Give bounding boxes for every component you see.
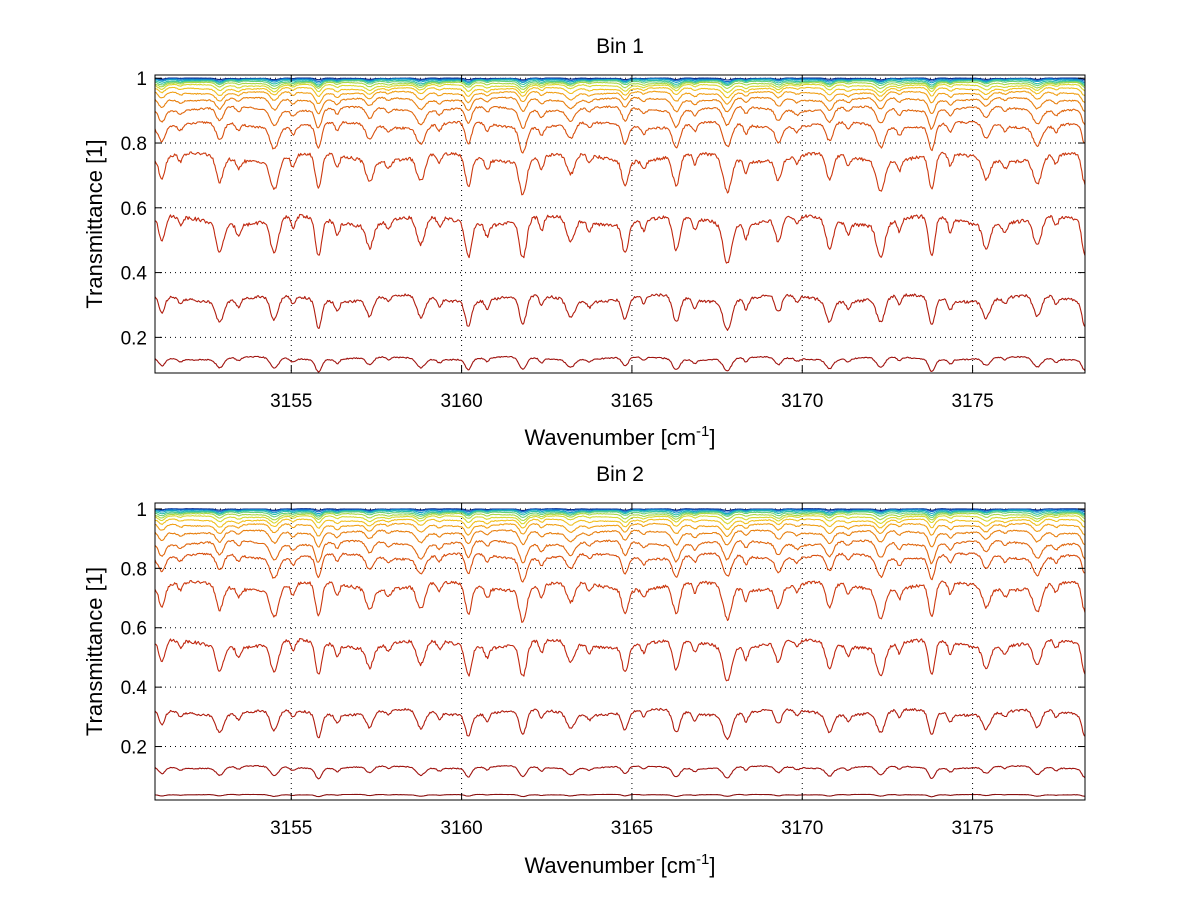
y-tick-label: 0.6 <box>121 199 147 220</box>
series-line-15 <box>155 707 1085 741</box>
y-tick-label: 0.8 <box>121 559 147 580</box>
series-group <box>155 508 1085 798</box>
y-axis-label: Transmittance [1] <box>82 567 107 736</box>
series-line-3 <box>155 509 1085 515</box>
series-line-1 <box>155 77 1085 81</box>
series-group <box>155 77 1085 373</box>
series-line-13 <box>155 151 1085 196</box>
series-line-8 <box>155 86 1085 99</box>
x-tick-label: 3160 <box>440 818 482 839</box>
series-line-6 <box>155 512 1085 522</box>
y-tick-label: 0.2 <box>121 328 147 349</box>
y-tick-label: 0.4 <box>121 264 148 285</box>
series-line-1 <box>155 508 1085 512</box>
y-tick-label: 1 <box>136 69 147 90</box>
axes-frame <box>154 502 1086 801</box>
y-axis-label: Transmittance [1] <box>82 139 107 308</box>
grid <box>155 503 1085 800</box>
x-tick-label: 3155 <box>270 391 312 412</box>
series-line-13 <box>155 580 1085 623</box>
series-line-10 <box>155 529 1085 548</box>
x-tick-label: 3175 <box>951 818 993 839</box>
x-tick-label: 3165 <box>611 818 653 839</box>
series-line-9 <box>155 522 1085 538</box>
series-line-14 <box>155 638 1085 682</box>
panel-bin-1: 3155 3160 3165 3170 3175 0.2 0.4 0.6 0.8 1 Bin 1 Wa… <box>82 35 1086 450</box>
series-line-4 <box>155 79 1085 86</box>
chart-title: Bin 1 <box>596 35 644 58</box>
series-line-12 <box>155 552 1085 583</box>
x-tick-label: 3165 <box>611 391 653 412</box>
y-tick-label: 0.8 <box>121 134 147 155</box>
series-line-10 <box>155 96 1085 115</box>
y-tick-label: 0.4 <box>121 678 148 699</box>
axes-frame <box>154 74 1086 374</box>
x-axis-label: Wavenumber [cm-1] <box>524 851 715 878</box>
series-line-7 <box>155 515 1085 525</box>
y-tick-label: 0.2 <box>121 738 147 759</box>
series-line-2 <box>155 508 1085 513</box>
x-axis-label: Wavenumber [cm-1] <box>524 423 715 450</box>
series-line-5 <box>155 511 1085 519</box>
x-tick-label: 3170 <box>781 818 823 839</box>
series-line-16 <box>155 765 1085 780</box>
series-line-11 <box>155 105 1085 130</box>
x-tick-label: 3155 <box>270 818 312 839</box>
chart-title: Bin 2 <box>596 463 644 486</box>
series-line-8 <box>155 518 1085 530</box>
series-line-4 <box>155 510 1085 517</box>
series-line-9 <box>155 90 1085 105</box>
x-tick-label: 3160 <box>440 391 482 412</box>
x-tick-label: 3170 <box>781 391 823 412</box>
series-line-6 <box>155 81 1085 90</box>
x-tick-label: 3175 <box>951 391 993 412</box>
series-line-7 <box>155 83 1085 94</box>
panel-bin-2: 3155 3160 3165 3170 3175 0.2 0.4 0.6 0.8 1 Bin 2 Wa… <box>82 463 1086 878</box>
series-line-3 <box>155 78 1085 84</box>
series-line-12 <box>155 120 1085 154</box>
series-line-14 <box>155 213 1085 264</box>
series-line-15 <box>155 293 1085 331</box>
y-tick-label: 1 <box>136 500 147 521</box>
series-line-5 <box>155 80 1085 88</box>
series-line-17 <box>155 793 1085 798</box>
y-tick-label: 0.6 <box>121 619 147 640</box>
series-line-11 <box>155 539 1085 565</box>
series-line-16 <box>155 355 1085 373</box>
